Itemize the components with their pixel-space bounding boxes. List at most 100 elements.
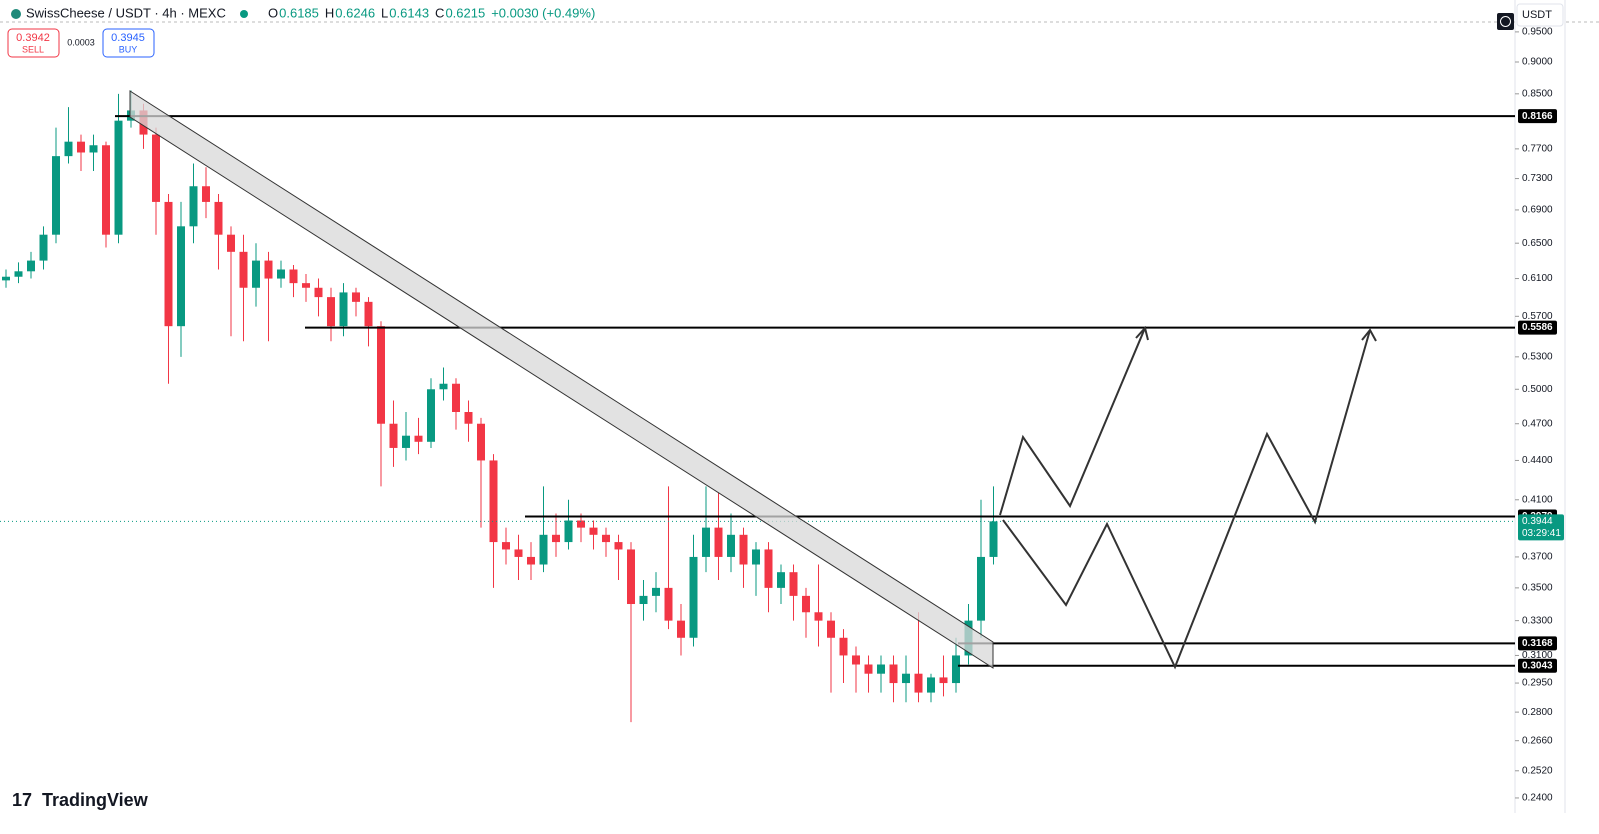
candle-body xyxy=(927,677,935,693)
currency-select[interactable] xyxy=(1516,3,1564,27)
candle-body xyxy=(27,260,35,272)
ohlc: O 0.6185 H 0.6246 L 0.6143 C 0.6215 xyxy=(268,5,485,20)
candle-body xyxy=(639,595,648,605)
level-label: 0.8166 xyxy=(1522,111,1553,122)
currency: USDT xyxy=(1522,9,1552,21)
candle-body xyxy=(877,664,885,674)
candle-body xyxy=(789,572,798,596)
y-tick-label: 0.7300 xyxy=(1522,173,1553,184)
candle-body xyxy=(239,251,248,288)
candle-body xyxy=(702,527,710,557)
candle-body xyxy=(489,460,498,543)
status-dot xyxy=(240,10,248,18)
candle-body xyxy=(377,326,385,424)
level-tag xyxy=(1518,320,1557,335)
candle-body xyxy=(752,549,760,565)
candle-body xyxy=(864,664,873,674)
candle-body xyxy=(539,534,548,565)
candle-body xyxy=(227,234,235,252)
y-tick-label: 0.8500 xyxy=(1522,88,1553,99)
y-tick-label: 0.4400 xyxy=(1522,455,1553,466)
y-tick-label: 0.2520 xyxy=(1522,765,1553,776)
candle-body xyxy=(652,587,660,596)
candle-body xyxy=(389,423,398,448)
candle-body xyxy=(77,141,85,153)
y-tick-label: 0.2400 xyxy=(1522,793,1553,804)
brand: TradingView xyxy=(42,790,149,810)
candle-body xyxy=(314,287,323,298)
level-tag xyxy=(1518,636,1557,651)
y-tick-label: 0.7700 xyxy=(1522,143,1553,154)
ohlc-value: 0.6246 xyxy=(335,5,375,20)
candle-body xyxy=(602,534,610,543)
y-tick-label: 0.2660 xyxy=(1522,735,1553,746)
change: +0.0030 (+0.49%) xyxy=(491,5,595,20)
candle-body xyxy=(902,673,910,684)
candle-body xyxy=(152,134,160,202)
candle-body xyxy=(777,572,785,588)
candle-body xyxy=(527,556,535,565)
y-tick-label: 0.3500 xyxy=(1522,583,1553,594)
level-tag xyxy=(1518,109,1557,124)
candle-body xyxy=(52,156,60,235)
add-icon xyxy=(1500,16,1511,27)
candle-body xyxy=(2,276,10,281)
candle-body xyxy=(764,549,773,588)
y-tick-label: 0.5700 xyxy=(1522,311,1553,322)
candle-body xyxy=(502,542,510,550)
level-label: 0.3043 xyxy=(1522,660,1553,671)
y-tick-label: 0.6900 xyxy=(1522,205,1553,216)
candle-body xyxy=(164,201,173,327)
candle-body xyxy=(364,301,373,327)
y-tick-label: 0.6500 xyxy=(1522,238,1553,249)
candle-body xyxy=(802,595,810,613)
y-tick-label: 0.9000 xyxy=(1522,57,1553,68)
candle-body xyxy=(739,534,748,565)
ohlc-key: H xyxy=(325,5,334,20)
sell-label: SELL xyxy=(22,44,44,54)
ohlc-value: 0.6143 xyxy=(389,5,429,20)
channel xyxy=(129,90,994,669)
candle-body xyxy=(464,412,473,424)
candle-body xyxy=(427,389,435,442)
candle-body xyxy=(889,664,898,684)
candle-body xyxy=(477,423,485,461)
symbol: SwissCheese / USDT · 4h · MEXC xyxy=(26,5,226,20)
y-tick-label: 0.2800 xyxy=(1522,707,1553,718)
candle-body xyxy=(339,292,348,327)
candle-body xyxy=(452,383,460,413)
y-tick-label: 0.4100 xyxy=(1522,494,1553,505)
candle-body xyxy=(214,201,223,235)
candle-body xyxy=(277,269,285,279)
candle-body xyxy=(677,620,685,638)
ohlc-key: O xyxy=(268,5,278,20)
arrow-head xyxy=(1135,325,1149,341)
candle-body xyxy=(989,521,998,557)
candle-body xyxy=(589,527,598,535)
candle-body xyxy=(252,260,260,288)
candle-body xyxy=(839,637,848,656)
y-tick-label: 0.4700 xyxy=(1522,418,1553,429)
candle-body xyxy=(102,145,110,235)
candle-body xyxy=(402,435,410,448)
sell-button[interactable] xyxy=(7,28,60,58)
add-button[interactable] xyxy=(1497,13,1514,30)
plot xyxy=(0,90,1515,723)
logo-mark: 17 xyxy=(12,790,32,810)
candle-body xyxy=(289,269,298,284)
candle-body xyxy=(14,271,23,277)
y-tick-label: 0.9500 xyxy=(1522,27,1553,38)
candle-body xyxy=(189,186,198,227)
candle-body xyxy=(577,520,585,528)
candle-body xyxy=(302,283,310,288)
candle-body xyxy=(627,549,635,605)
candle-body xyxy=(264,260,273,279)
candle-body xyxy=(114,120,123,235)
candle-body xyxy=(327,297,335,327)
projection-path xyxy=(999,327,1146,516)
candle-body xyxy=(664,587,673,621)
buy-price: 0.3945 xyxy=(111,32,145,44)
buy-button[interactable] xyxy=(102,28,155,58)
